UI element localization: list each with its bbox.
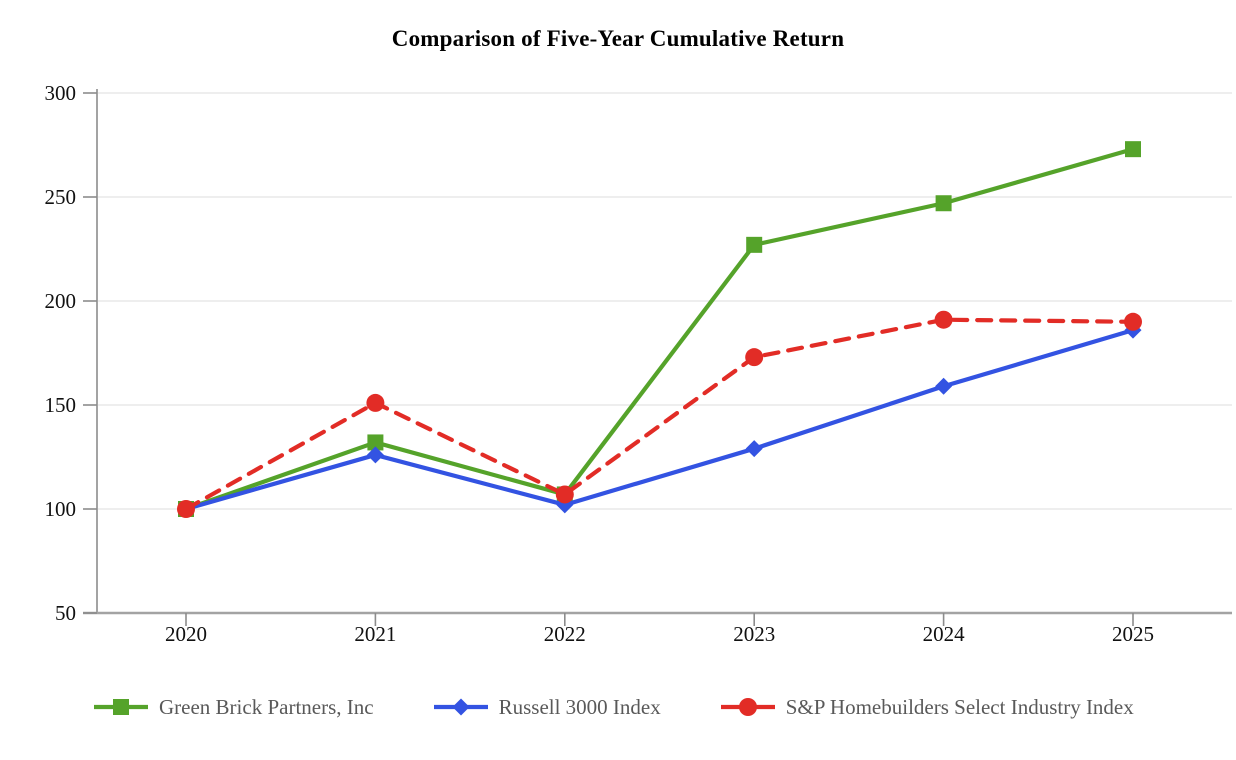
data-point-marker [555,485,574,504]
legend-marker-blue-diamond-icon [433,698,488,716]
legend-item-russell-3000-index: Russell 3000 Index [432,694,661,720]
x-tick-label: 2020 [165,622,207,646]
data-point-marker [367,434,384,451]
x-tick-label: 2025 [1112,622,1154,646]
data-point-marker [746,236,763,253]
y-tick-label: 200 [45,289,77,313]
y-tick-label: 100 [45,497,77,521]
x-tick-label: 2021 [354,622,396,646]
data-point-marker [935,377,953,395]
legend-marker [452,698,470,716]
data-point-marker [745,440,763,458]
line-chart-plot: 50 100 150 200 250 300 2020 2021 2022 2023 2024 202… [45,81,1232,646]
legend-marker [738,698,757,716]
legend-item-sp-homebuilders-index: S&P Homebuilders Select Industry Index [719,694,1134,720]
x-tick-label: 2023 [733,622,775,646]
x-tick-label: 2022 [544,622,586,646]
legend-marker [113,699,129,715]
data-point-marker [366,393,385,412]
legend-marker-green-square-icon [94,699,148,715]
data-point-marker [366,446,384,464]
chart-legend: Green Brick Partners, Inc Russell 3000 I… [92,694,1134,720]
data-point-marker [177,500,195,518]
legend-label: Green Brick Partners, Inc [159,694,374,719]
series-line [183,317,1136,512]
x-tick-label: 2024 [923,622,966,646]
data-point-marker [745,348,764,367]
legend-label: Russell 3000 Index [498,694,661,719]
legend-item-green-brick-partners: Green Brick Partners, Inc [92,694,374,720]
y-tick-label: 300 [45,81,77,105]
data-point-marker [1124,312,1142,331]
series-line [183,328,1136,512]
y-tick-label: 50 [55,601,76,625]
legend-label: S&P Homebuilders Select Industry Index [785,694,1134,719]
data-point-marker [934,310,953,329]
legend-marker-red-circle-icon [720,698,775,716]
data-point-marker [935,195,952,212]
y-tick-label: 250 [45,185,77,209]
chart-title: Comparison of Five-Year Cumulative Retur… [391,26,845,51]
series-line [183,147,1136,512]
y-tick-label: 150 [45,393,77,417]
data-point-marker [1125,141,1141,158]
